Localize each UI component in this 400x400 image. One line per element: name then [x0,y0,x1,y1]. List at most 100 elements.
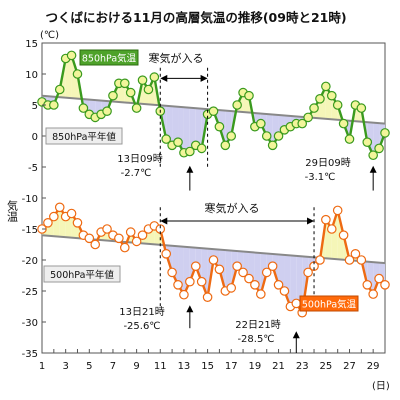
series-500-point [214,264,225,275]
series-500-point [84,233,95,244]
series-500-point [350,249,361,259]
cold-anomaly-area [183,107,190,153]
x-tick-label: 3 [62,361,68,372]
series-850-point [125,87,136,98]
warm-anomaly-area [118,83,125,103]
series-500-point [196,276,207,287]
x-tick-label: 13 [178,361,191,372]
warm-anomaly-area [319,86,326,119]
x-tick-label: 17 [225,361,238,372]
series-500-point [208,255,219,265]
series-850-point [332,100,343,110]
series-850-point [374,143,384,154]
x-tick-label: 7 [110,361,116,372]
warm-anomaly-area [65,55,72,99]
legend-500-badge: 500hPa気温 [299,295,359,312]
normal-500-label: 500hPa平年値 [43,265,121,283]
series-500-point [232,261,242,271]
series-500-point [125,227,136,237]
series-850-point [356,103,367,113]
cold-air-arrow-2-head-right [307,217,315,225]
series-500-point [362,279,373,290]
series-500-point [315,255,325,265]
series-500-point [119,242,130,253]
series-500-point [66,208,77,219]
series-500-point [356,255,367,265]
y-tick-label: 0 [32,132,38,143]
series-850-point [149,72,160,82]
legend-500-text: 500hPa気温 [302,299,357,311]
series-850-point [137,75,148,85]
x-tick-label: 1 [39,361,45,372]
cold-anomaly-area [195,108,202,149]
series-500-point [303,267,313,278]
normal-850-text: 850hPa平年値 [52,131,116,143]
x-tick-label: 5 [86,361,92,372]
series-500-point [332,205,343,216]
series-850-point [131,103,142,113]
series-850-point [338,118,349,129]
series-850-point [66,50,77,61]
series-850-point [208,106,219,116]
y-axis-label: 気温 [6,199,19,222]
pointer-22-21-head [292,331,300,339]
series-850-point [102,106,112,116]
series-850-point [326,90,337,101]
series-500-point [238,267,248,278]
normal-850-label: 850hPa平年値 [45,127,123,145]
cold-air-label-1: 寒気が入る [149,51,204,65]
annotation-13-09-line2: -2.7℃ [121,168,152,179]
legend-850-text: 850hPa気温 [82,53,137,65]
x-tick-label: 21 [272,361,285,372]
cold-air-label-2: 寒気が入る [205,201,260,215]
cold-anomaly-area [189,107,196,152]
cold-air-arrow-1-head-left [160,74,168,82]
normal-500-text: 500hPa平年値 [50,269,114,281]
legend-850-badge: 850hPa気温 [79,49,139,66]
y-tick-label: -10 [22,194,38,205]
series-500-point [267,261,278,271]
series-500-point [102,224,112,234]
series-500-point [374,273,384,284]
cold-anomaly-area [225,250,232,291]
series-850-point [119,78,130,89]
series-850-point [303,112,313,123]
y-tick-label: -30 [22,318,38,329]
cold-air-arrow-2-head-left [160,217,168,225]
series-850-point [267,140,278,151]
series-500-point [321,214,331,225]
annotation-13-21-line1: 13日21時 [119,306,164,318]
series-500-point [190,261,201,271]
x-tick-label: 11 [154,361,167,372]
series-850-point [368,150,378,161]
y-unit-label: (℃) [40,30,59,41]
y-tick-label: 5 [32,101,38,112]
pointer-13-21-head [186,305,194,313]
series-850-point [72,69,83,79]
y-tick-label: 15 [25,39,38,50]
x-tick-label: 15 [201,361,214,372]
series-500-point [90,239,101,250]
series-500-point [226,283,237,293]
x-tick-label: 25 [319,361,332,372]
series-500-point [273,279,284,290]
series-500-point [137,230,148,240]
series-500-point [43,218,53,228]
series-850-point [220,140,231,151]
series-500-point [261,267,272,278]
series-850-point [143,84,154,95]
y-tick-label: -15 [22,225,38,236]
series-850-point [54,84,65,95]
series-500-point [380,279,390,290]
series-500-point [173,279,183,290]
series-850-point [196,143,207,154]
series-850-point [380,128,390,138]
normal-500-line [41,234,386,265]
series-850-point [315,94,325,104]
annotation-22-21-line1: 22日21時 [235,319,280,331]
annotation-13-09-line1: 13日09時 [117,153,162,165]
annotation-13-21-line2: -25.6℃ [123,321,160,332]
y-tick-label: -20 [22,256,38,267]
x-tick-label: 23 [296,361,309,372]
